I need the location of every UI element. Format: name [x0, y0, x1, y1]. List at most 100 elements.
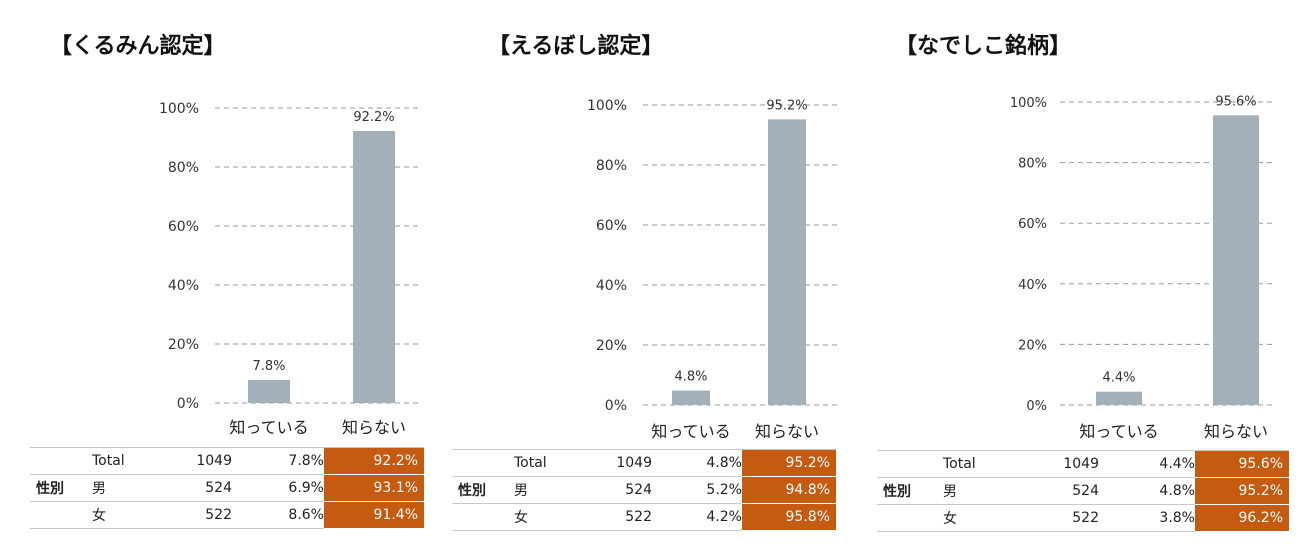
row-label: 男 — [943, 477, 1009, 505]
group-label-cell — [452, 503, 514, 531]
y-tick-label: 20% — [1018, 338, 1047, 353]
sample-size: 524 — [152, 474, 232, 502]
category-label: 知っている — [651, 422, 730, 441]
know-rate: 4.2% — [652, 503, 742, 531]
breakdown-table: Total 1049 7.8% 92.2% 性別 男 524 6.9% 93.1… — [30, 447, 424, 529]
dont-know-rate: 95.6% — [1195, 450, 1289, 478]
breakdown-table: Total 1049 4.4% 95.6% 性別 男 524 4.8% 95.2… — [877, 450, 1289, 532]
panel-title: 【えるぼし認定】 — [488, 34, 664, 59]
y-tick-label: 60% — [1018, 217, 1047, 232]
data-label: 4.4% — [1102, 371, 1135, 386]
category-label: 知っている — [1079, 422, 1158, 441]
bar — [672, 390, 710, 405]
y-tick-label: 20% — [168, 337, 199, 353]
y-tick-label: 80% — [1018, 157, 1047, 172]
row-label: 女 — [92, 501, 152, 529]
know-rate: 4.4% — [1099, 450, 1195, 478]
table-row: Total 1049 7.8% 92.2% — [30, 447, 424, 475]
data-label: 92.2% — [353, 110, 394, 125]
y-tick-label: 80% — [596, 158, 627, 174]
panel-title: 【くるみん認定】 — [50, 34, 226, 59]
panel-kurumin: 【くるみん認定】 0% 20% 40% 60% 80% 100% 7.8% 知っている 92.2… — [0, 0, 430, 547]
table-row: 性別 男 524 5.2% 94.8% — [452, 476, 836, 504]
table-row: 女 522 4.2% 95.8% — [452, 503, 836, 531]
dont-know-rate: 93.1% — [324, 474, 424, 502]
know-rate: 8.6% — [232, 501, 324, 529]
dont-know-rate: 91.4% — [324, 501, 424, 529]
row-label: Total — [92, 447, 152, 475]
y-tick-label: 0% — [177, 396, 199, 412]
group-label-cell — [30, 501, 92, 529]
dont-know-rate: 92.2% — [324, 447, 424, 475]
data-label: 7.8% — [252, 359, 285, 374]
y-tick-label: 60% — [168, 219, 199, 235]
know-rate: 7.8% — [232, 447, 324, 475]
bar-chart: 0% 20% 40% 60% 80% 100% 4.4% 知っている 95.6% 知らない — [1010, 94, 1273, 441]
bar — [353, 131, 395, 403]
group-label: 性別 — [452, 476, 514, 504]
row-label: 女 — [943, 504, 1009, 532]
dont-know-rate: 95.2% — [1195, 477, 1289, 505]
category-label: 知っている — [229, 418, 308, 437]
table-row: 女 522 8.6% 91.4% — [30, 501, 424, 529]
category-label: 知らない — [1204, 422, 1268, 441]
y-tick-label: 20% — [596, 338, 627, 354]
sample-size: 522 — [152, 501, 232, 529]
sample-size: 1049 — [1009, 450, 1099, 478]
row-label: Total — [514, 449, 574, 477]
group-label: 性別 — [30, 474, 92, 502]
row-label: 男 — [92, 474, 152, 502]
category-label: 知らない — [342, 418, 406, 437]
sample-size: 1049 — [574, 449, 652, 477]
know-rate: 5.2% — [652, 476, 742, 504]
y-tick-label: 100% — [587, 98, 627, 114]
y-tick-label: 40% — [1018, 278, 1047, 293]
panel-nadeshiko: 【なでしこ銘柄】 0% 20% 40% 60% 80% 100% 4.4% 知っている 95.6… — [860, 0, 1302, 547]
y-tick-label: 0% — [1026, 399, 1047, 414]
sample-size: 522 — [574, 503, 652, 531]
row-label: 男 — [514, 476, 574, 504]
table-row: Total 1049 4.4% 95.6% — [877, 450, 1289, 478]
y-tick-label: 60% — [596, 218, 627, 234]
y-tick-label: 40% — [596, 278, 627, 294]
data-label: 95.2% — [766, 98, 807, 113]
panel-title: 【なでしこ銘柄】 — [895, 34, 1072, 59]
y-tick-label: 40% — [168, 278, 199, 294]
row-label: Total — [943, 450, 1009, 478]
y-tick-label: 100% — [1010, 96, 1047, 111]
y-tick-label: 100% — [159, 101, 199, 117]
know-rate: 6.9% — [232, 474, 324, 502]
group-label-cell — [877, 504, 943, 532]
know-rate: 3.8% — [1099, 504, 1195, 532]
group-label: 性別 — [877, 477, 943, 505]
bar-chart: 0% 20% 40% 60% 80% 100% 7.8% 知っている 92.2% 知らない — [159, 101, 420, 437]
dont-know-rate: 95.2% — [742, 449, 836, 477]
row-label: 女 — [514, 503, 574, 531]
data-label: 4.8% — [674, 370, 707, 385]
category-label: 知らない — [755, 422, 819, 441]
table-row: Total 1049 4.8% 95.2% — [452, 449, 836, 477]
sample-size: 522 — [1009, 504, 1099, 532]
bar — [248, 379, 290, 403]
dont-know-rate: 95.8% — [742, 503, 836, 531]
bar — [768, 119, 806, 406]
group-label-cell — [452, 449, 514, 477]
group-label-cell — [30, 447, 92, 475]
dont-know-rate: 94.8% — [742, 476, 836, 504]
y-tick-label: 80% — [168, 160, 199, 176]
bar — [1096, 391, 1142, 405]
data-label: 95.6% — [1215, 94, 1256, 109]
know-rate: 4.8% — [652, 449, 742, 477]
table-row: 性別 男 524 6.9% 93.1% — [30, 474, 424, 502]
sample-size: 524 — [1009, 477, 1099, 505]
bar-chart: 0% 20% 40% 60% 80% 100% 4.8% 知っている 95.2% 知らない — [587, 98, 837, 441]
y-tick-label: 0% — [605, 398, 627, 414]
table-row: 女 522 3.8% 96.2% — [877, 504, 1289, 532]
bar — [1213, 115, 1259, 405]
breakdown-table: Total 1049 4.8% 95.2% 性別 男 524 5.2% 94.8… — [452, 449, 836, 531]
group-label-cell — [877, 450, 943, 478]
sample-size: 1049 — [152, 447, 232, 475]
panel-eruboshi: 【えるぼし認定】 0% 20% 40% 60% 80% 100% 4.8% 知っている 95.2… — [430, 0, 860, 547]
know-rate: 4.8% — [1099, 477, 1195, 505]
table-row: 性別 男 524 4.8% 95.2% — [877, 477, 1289, 505]
